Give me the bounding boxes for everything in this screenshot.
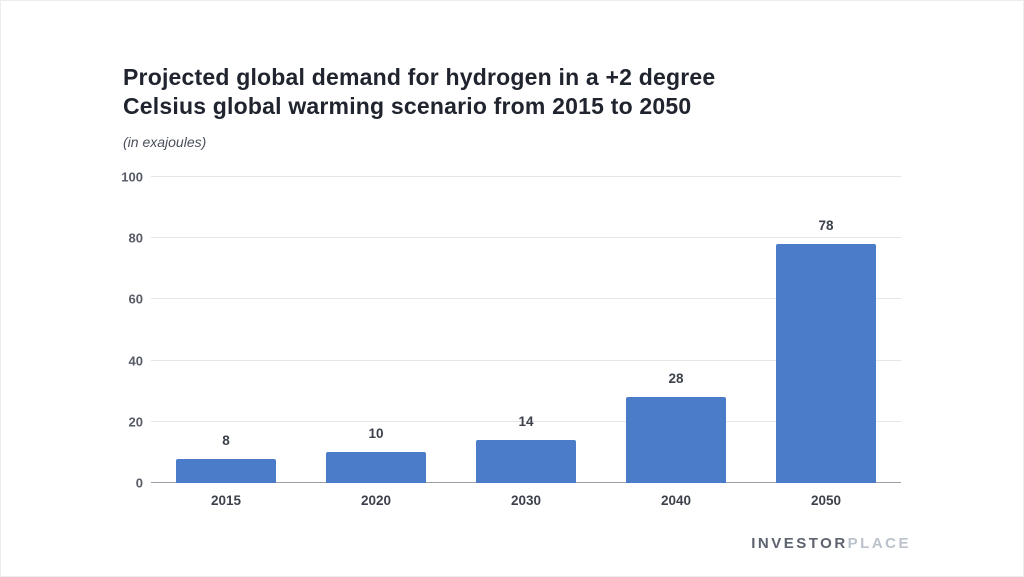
bar-group: 14 [451, 177, 601, 483]
y-axis: 0 20 40 60 80 100 [97, 170, 143, 491]
chart-title: Projected global demand for hydrogen in … [123, 64, 716, 120]
y-tick-label: 20 [128, 414, 143, 430]
bar-group: 10 [301, 177, 451, 483]
bar-series: 8 10 14 28 78 [151, 177, 901, 483]
y-tick-label: 60 [128, 291, 143, 307]
y-tick-label: 80 [128, 230, 143, 246]
y-tick-label: 100 [121, 169, 143, 185]
bar-group: 78 [751, 177, 901, 483]
gridline [151, 298, 901, 300]
gridline [151, 237, 901, 239]
brand-logo-light: PLACE [847, 535, 911, 552]
gridline [151, 176, 901, 177]
bar-value-label: 78 [818, 218, 834, 234]
bar-value-label: 10 [368, 426, 384, 442]
brand-logo: INVESTORPLACE [751, 535, 911, 552]
bar-2030: 14 [476, 414, 576, 483]
x-tick-label: 2020 [360, 493, 392, 508]
bar-value-label: 14 [518, 414, 534, 430]
y-tick-label: 40 [128, 353, 143, 369]
y-tick-label: 0 [135, 475, 143, 491]
x-tick-label: 2030 [510, 493, 542, 508]
gridline [151, 359, 901, 361]
bar-value-label: 8 [222, 432, 230, 448]
bar-2020: 10 [326, 426, 426, 483]
bar-group: 8 [151, 177, 301, 483]
chart-subtitle: (in exajoules) [123, 134, 207, 150]
x-axis: 2015 2020 2030 2040 2050 [151, 493, 901, 508]
x-tick-label: 2015 [210, 493, 242, 508]
bar-2050: 78 [776, 218, 876, 483]
bar-group: 28 [601, 177, 751, 483]
x-tick-label: 2040 [660, 493, 692, 508]
x-tick-label: 2050 [810, 493, 842, 508]
gridline [151, 420, 901, 422]
bar-2015: 8 [176, 433, 276, 483]
plot-area: 8 10 14 28 78 [151, 176, 901, 483]
bar-value-label: 28 [668, 371, 684, 387]
bar-2040: 28 [626, 371, 726, 483]
brand-logo-bold: INVESTOR [751, 535, 848, 552]
